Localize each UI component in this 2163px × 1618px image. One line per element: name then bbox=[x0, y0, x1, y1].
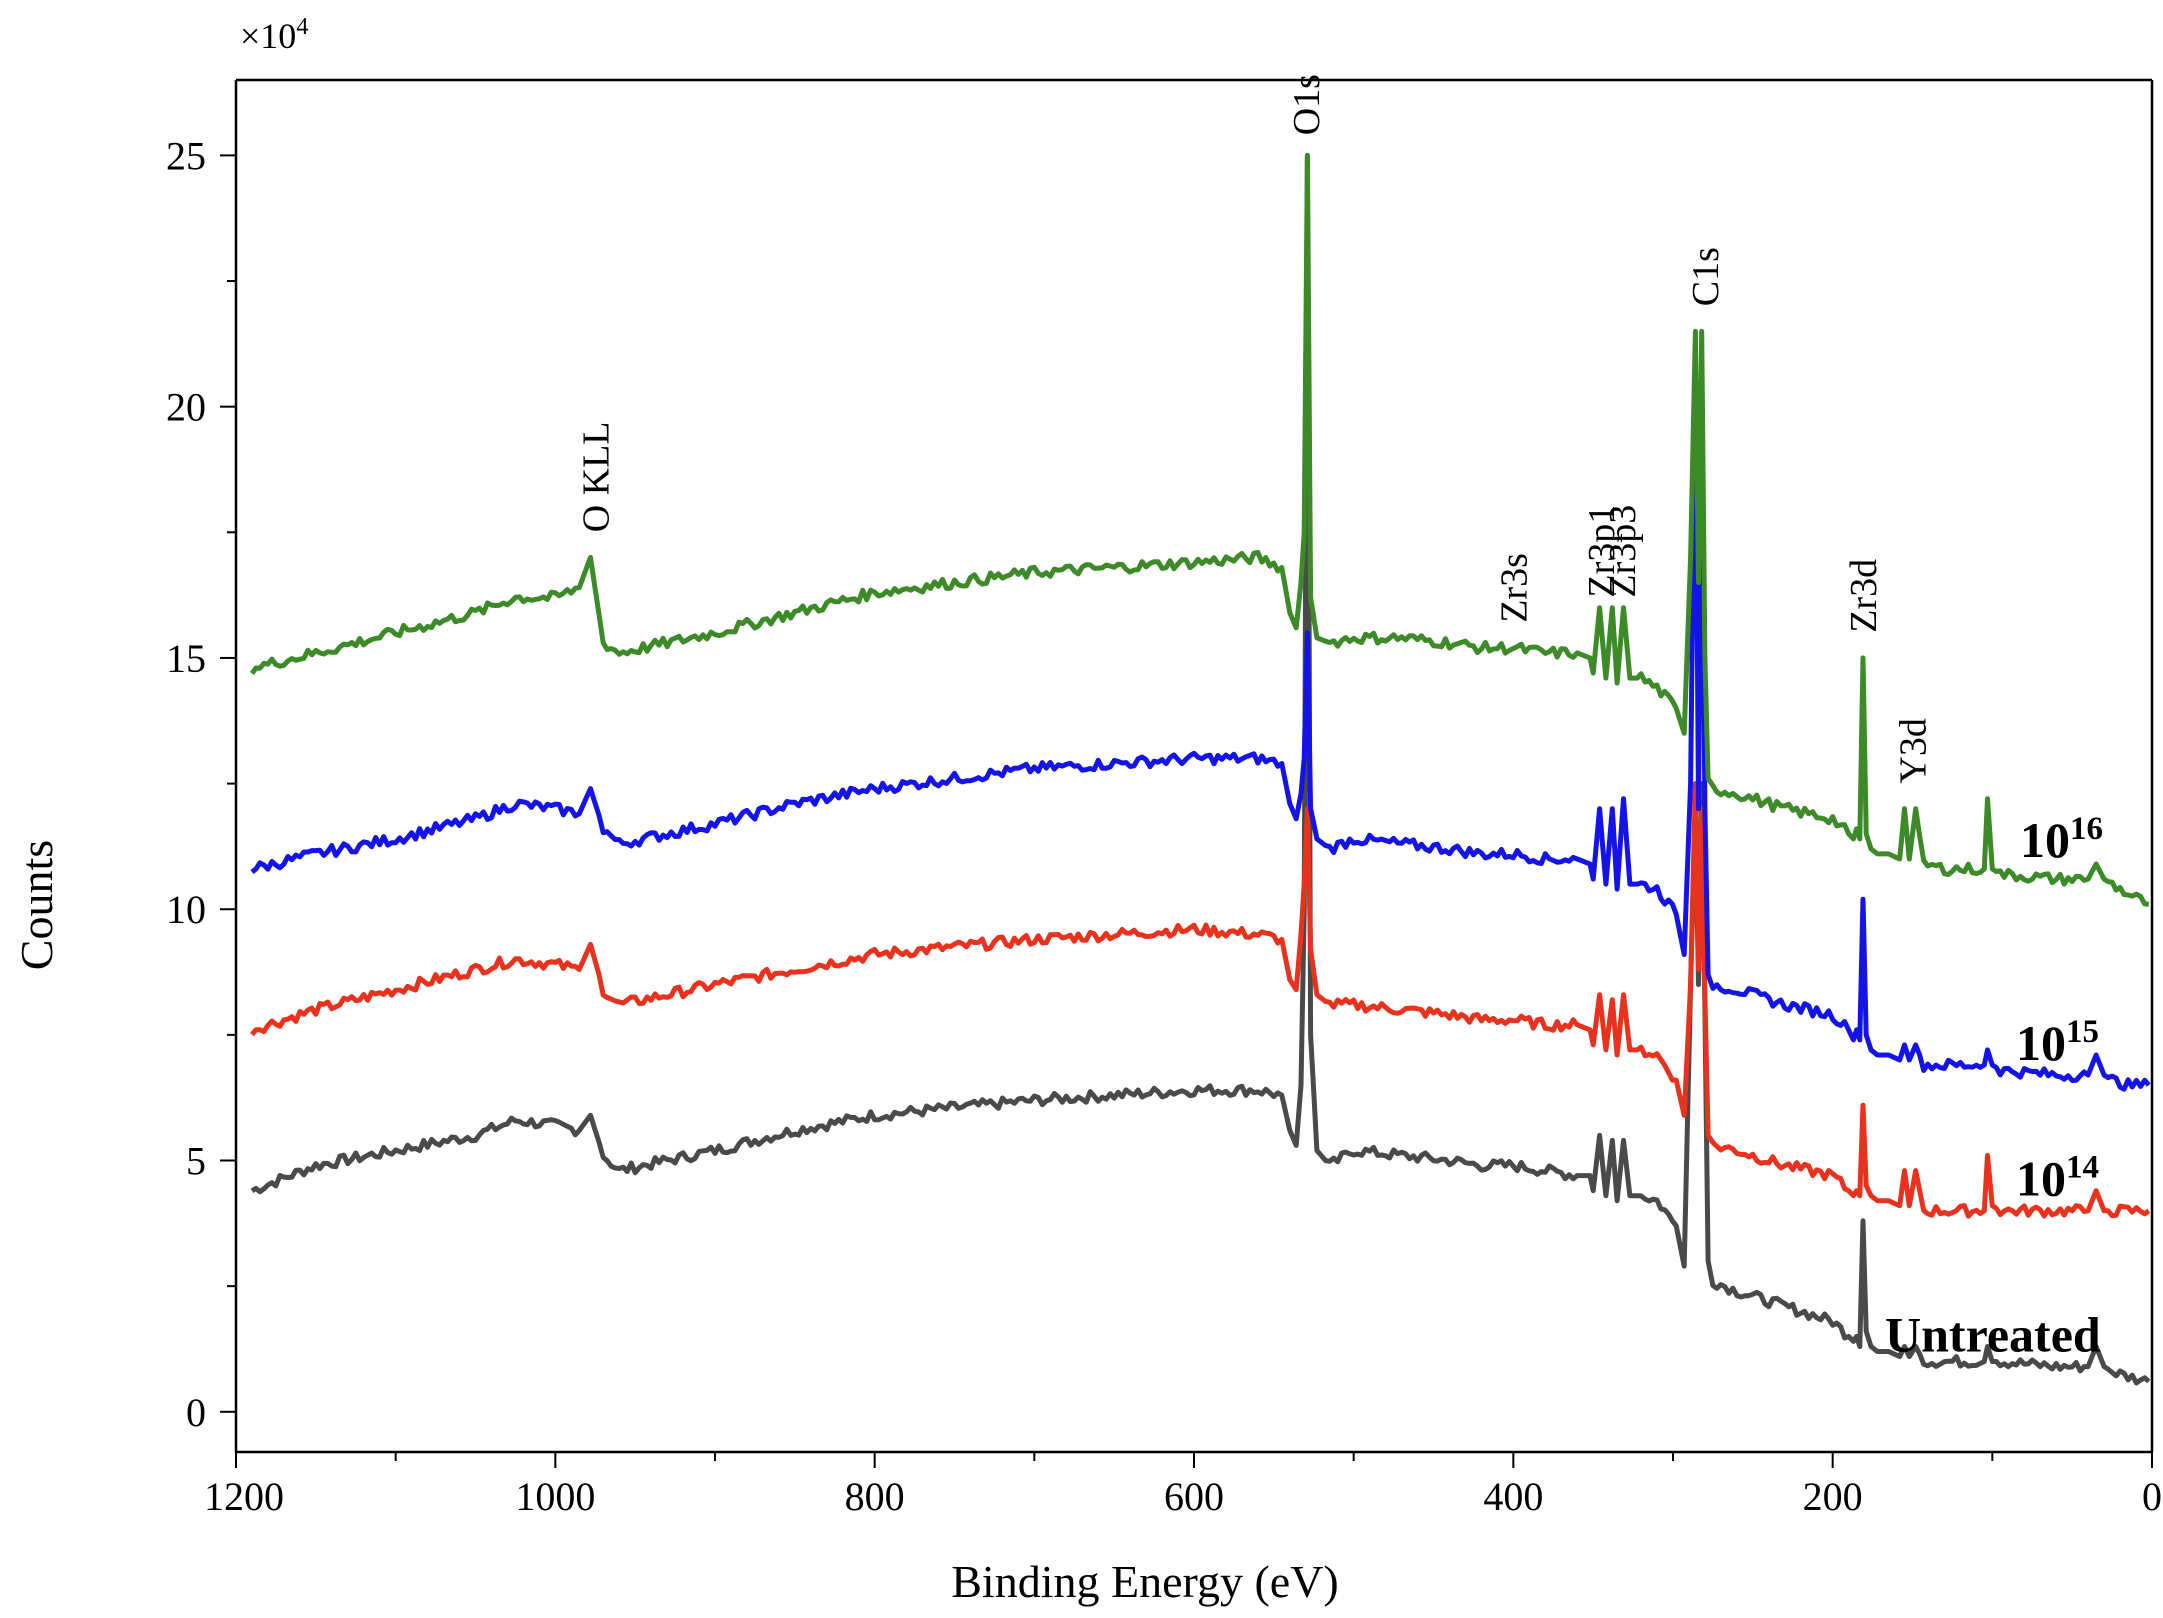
x-tick-label: 1000 bbox=[515, 1474, 595, 1519]
x-tick-label: 800 bbox=[845, 1474, 905, 1519]
y-tick-label: 10 bbox=[166, 887, 206, 932]
series-label-base: Untreated bbox=[1885, 1307, 2101, 1363]
series-label: 1016 bbox=[2020, 811, 2103, 868]
y-multiplier-exponent: 4 bbox=[296, 14, 308, 40]
peak-label: Zr3s bbox=[1493, 553, 1535, 623]
peak-label: O KLL bbox=[575, 421, 617, 532]
peak-label: Zr3d bbox=[1843, 559, 1885, 633]
x-tick-label: 1200 bbox=[204, 1474, 284, 1519]
peak-label: C1s bbox=[1685, 247, 1727, 306]
peak-label: Zr3p1 bbox=[1581, 505, 1623, 598]
series-label-exponent: 16 bbox=[2070, 811, 2103, 847]
series-label: Untreated bbox=[1885, 1307, 2101, 1363]
x-ticks: 1200 1000 800 600 400 200 0 bbox=[204, 1452, 2162, 1519]
y-tick-label: 20 bbox=[166, 385, 206, 430]
y-tick-label: 25 bbox=[166, 133, 206, 178]
y-tick-label: 15 bbox=[166, 636, 206, 681]
y-tick-label: 5 bbox=[186, 1139, 206, 1184]
series-line-0 bbox=[250, 152, 2151, 1386]
x-tick-label: 400 bbox=[1483, 1474, 1543, 1519]
series-line-2 bbox=[250, 353, 2151, 1092]
peak-label: Zr3p3 bbox=[1602, 505, 1644, 598]
peak-label: O1s bbox=[1286, 74, 1328, 135]
series-label-base: 10 bbox=[2016, 1015, 2066, 1071]
y-ticks: 0 5 10 15 20 25 bbox=[166, 133, 236, 1435]
series-line-1 bbox=[250, 781, 2151, 1219]
series-label-base: 10 bbox=[2016, 1151, 2066, 1207]
peak-label: Y3d bbox=[1893, 718, 1935, 783]
series-label: 1014 bbox=[2016, 1150, 2099, 1207]
series-label: 1015 bbox=[2016, 1014, 2099, 1071]
series-label-base: 10 bbox=[2020, 812, 2070, 868]
series-line-3 bbox=[249, 152, 2149, 907]
series-label-exponent: 14 bbox=[2066, 1150, 2099, 1186]
x-tick-label: 200 bbox=[1803, 1474, 1863, 1519]
y-multiplier: ×104 bbox=[240, 14, 308, 56]
y-multiplier-base: ×10 bbox=[240, 16, 296, 56]
y-tick-label: 0 bbox=[186, 1390, 206, 1435]
series-layer bbox=[249, 152, 2151, 1386]
y-axis-title: Counts bbox=[11, 840, 62, 970]
series-label-exponent: 15 bbox=[2066, 1014, 2099, 1050]
x-tick-label: 600 bbox=[1164, 1474, 1224, 1519]
x-tick-label: 0 bbox=[2142, 1474, 2162, 1519]
x-axis-title: Binding Energy (eV) bbox=[951, 1556, 1339, 1607]
